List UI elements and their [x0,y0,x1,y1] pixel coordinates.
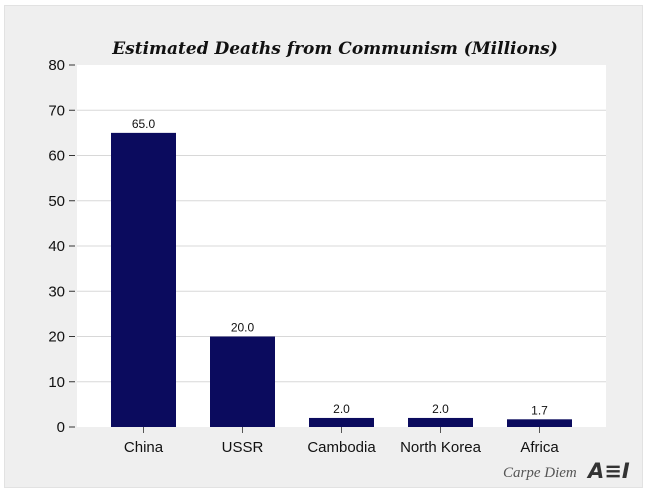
aei-logo-text: A≡I [586,459,630,483]
x-tick-label: Africa [520,439,559,456]
data-label: 20.0 [231,321,255,335]
data-label: 2.0 [333,402,350,416]
bar-north-korea [408,417,473,427]
y-tick-label: 20 [48,329,65,346]
data-label: 65.0 [132,117,156,131]
data-label: 1.7 [531,403,548,417]
x-tick-label: USSR [222,439,264,456]
x-tick-label: China [124,439,164,456]
y-tick-label: 50 [48,193,65,210]
y-tick-label: 30 [48,283,65,300]
x-tick-label: Cambodia [307,439,376,456]
bar-ussr [210,336,275,427]
y-tick-label: 80 [48,57,65,74]
bar-cambodia [309,417,374,427]
y-tick-label: 10 [48,374,65,391]
chart-title: Estimated Deaths from Communism (Million… [111,39,558,59]
bar-china [111,132,176,427]
y-tick-label: 40 [48,238,65,255]
bar-africa [507,419,572,427]
aei-logo: A≡I [586,459,630,483]
y-tick-label: 70 [48,102,65,119]
x-tick-label: North Korea [400,439,482,456]
credit-text: Carpe Diem [503,465,577,481]
data-label: 2.0 [432,402,449,416]
y-tick-label: 60 [48,148,65,165]
y-tick-label: 0 [57,419,65,436]
